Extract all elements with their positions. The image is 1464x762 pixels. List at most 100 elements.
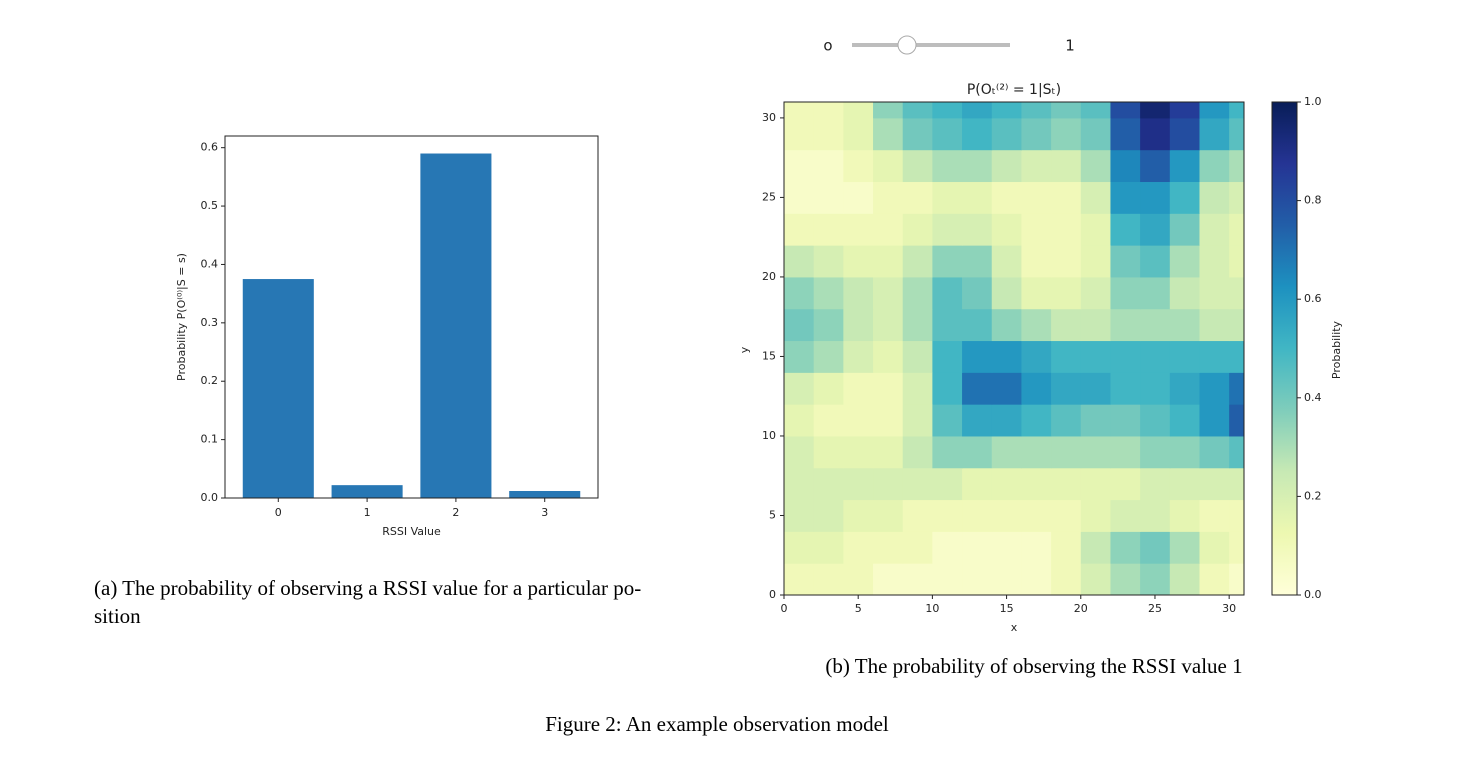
heatmap-cell xyxy=(991,276,1022,310)
heatmap-cell xyxy=(932,276,963,310)
heatmap-cell xyxy=(902,404,933,437)
heatmap-cell xyxy=(843,181,874,214)
heatmap-cell xyxy=(813,245,844,278)
heatmap-cell xyxy=(1140,499,1171,532)
heatmap-cell xyxy=(932,213,963,246)
heatmap-cell xyxy=(1229,308,1244,342)
heatmap-cell xyxy=(813,372,844,405)
slider-thumb[interactable] xyxy=(897,35,917,55)
chart-title: P(Oₜ⁽²⁾ = 1|Sₜ) xyxy=(967,82,1061,98)
heatmap-cell xyxy=(932,102,963,119)
heatmap-cell xyxy=(813,181,844,214)
heatmap-cell xyxy=(784,372,815,405)
heatmap-cell xyxy=(1021,181,1052,214)
heatmap-cell xyxy=(1140,102,1171,119)
heatmap-cell xyxy=(962,467,993,501)
heatmap-cell xyxy=(813,308,844,342)
heatmap-cell xyxy=(1199,102,1230,119)
heatmap-cell xyxy=(1140,117,1171,151)
heatmap-cell xyxy=(1169,149,1200,183)
heatmap-cell xyxy=(902,372,933,405)
heatmap-cell xyxy=(902,435,933,469)
heatmap-cell xyxy=(1140,308,1171,342)
heatmap-cell xyxy=(1110,563,1141,595)
heatmap-cell xyxy=(902,340,933,373)
x-tick-label: 2 xyxy=(452,506,459,519)
x-tick-label: 10 xyxy=(925,602,939,615)
heatmap-cell xyxy=(843,531,874,564)
heatmap-cell xyxy=(1169,563,1200,595)
heatmap-cell xyxy=(1080,102,1111,119)
heatmap-cell xyxy=(932,245,963,278)
heatmap-cell xyxy=(1051,149,1082,183)
heatmap-cell xyxy=(991,499,1022,532)
heatmap-cell xyxy=(784,102,815,119)
heatmap-cell xyxy=(873,435,904,469)
heatmap-cell xyxy=(1110,149,1141,183)
heatmap-cell xyxy=(784,499,815,532)
heatmap-cell xyxy=(1080,372,1111,405)
heatmap-cell xyxy=(1229,372,1244,405)
y-tick-label: 30 xyxy=(762,111,776,124)
heatmap-cell xyxy=(1051,531,1082,564)
heatmap-cell xyxy=(1199,563,1230,595)
heatmap-cell xyxy=(991,102,1022,119)
heatmap-cell xyxy=(1051,435,1082,469)
bar xyxy=(509,490,581,498)
heatmap-cell xyxy=(932,499,963,532)
heatmap-cell xyxy=(902,213,933,246)
heatmap-cell xyxy=(1229,435,1244,469)
heatmap-cell xyxy=(843,213,874,246)
bar xyxy=(331,485,403,498)
heatmap-cell xyxy=(962,308,993,342)
caption: (b) The probability of observing the RSS… xyxy=(825,654,1242,678)
heatmap-cell xyxy=(902,531,933,564)
heatmap-cell xyxy=(1021,467,1052,501)
heatmap-cell xyxy=(873,499,904,532)
heatmap-cell xyxy=(1199,531,1230,564)
heatmap-cell xyxy=(813,435,844,469)
heatmap-cell xyxy=(843,149,874,183)
heatmap-cell xyxy=(1051,404,1082,437)
heatmap-cell xyxy=(1229,102,1244,119)
heatmap-cell xyxy=(873,467,904,501)
heatmap-cell xyxy=(1169,340,1200,373)
heatmap-cell xyxy=(873,531,904,564)
heatmap-cell xyxy=(1169,117,1200,151)
x-tick-label: 5 xyxy=(855,602,862,615)
x-tick-label: 30 xyxy=(1222,602,1236,615)
heatmap-cell xyxy=(991,372,1022,405)
plot-frame xyxy=(783,101,1245,596)
colorbar-tick-label: 0.2 xyxy=(1304,489,1322,502)
heatmap-cell xyxy=(991,340,1022,373)
heatmap-cell xyxy=(1140,404,1171,437)
heatmap-cell xyxy=(873,563,904,595)
heatmap-cell xyxy=(962,102,993,119)
heatmap-cells xyxy=(784,102,1244,595)
heatmap-cell xyxy=(1051,181,1082,214)
heatmap-cell xyxy=(1021,117,1052,151)
heatmap-cell xyxy=(1080,404,1111,437)
heatmap-cell xyxy=(843,276,874,310)
heatmap-cell xyxy=(991,467,1022,501)
heatmap-cell xyxy=(962,181,993,214)
heatmap-cell xyxy=(784,181,815,214)
heatmap-cell xyxy=(1021,245,1052,278)
heatmap-cell xyxy=(873,149,904,183)
heatmap-cell xyxy=(1080,435,1111,469)
heatmap-cell xyxy=(843,467,874,501)
heatmap-cell xyxy=(991,245,1022,278)
heatmap-cell xyxy=(873,213,904,246)
heatmap-cell xyxy=(1080,499,1111,532)
heatmap-cell xyxy=(1169,308,1200,342)
heatmap-cell xyxy=(902,117,933,151)
heatmap-cell xyxy=(1080,531,1111,564)
x-tick-label: 25 xyxy=(1148,602,1162,615)
heatmap-cell xyxy=(932,181,963,214)
heatmap-cell xyxy=(1110,372,1141,405)
heatmap-cell xyxy=(962,563,993,595)
heatmap-cell xyxy=(902,181,933,214)
heatmap-cell xyxy=(932,340,963,373)
heatmap-cell xyxy=(1229,213,1244,246)
heatmap-cell xyxy=(1140,149,1171,183)
